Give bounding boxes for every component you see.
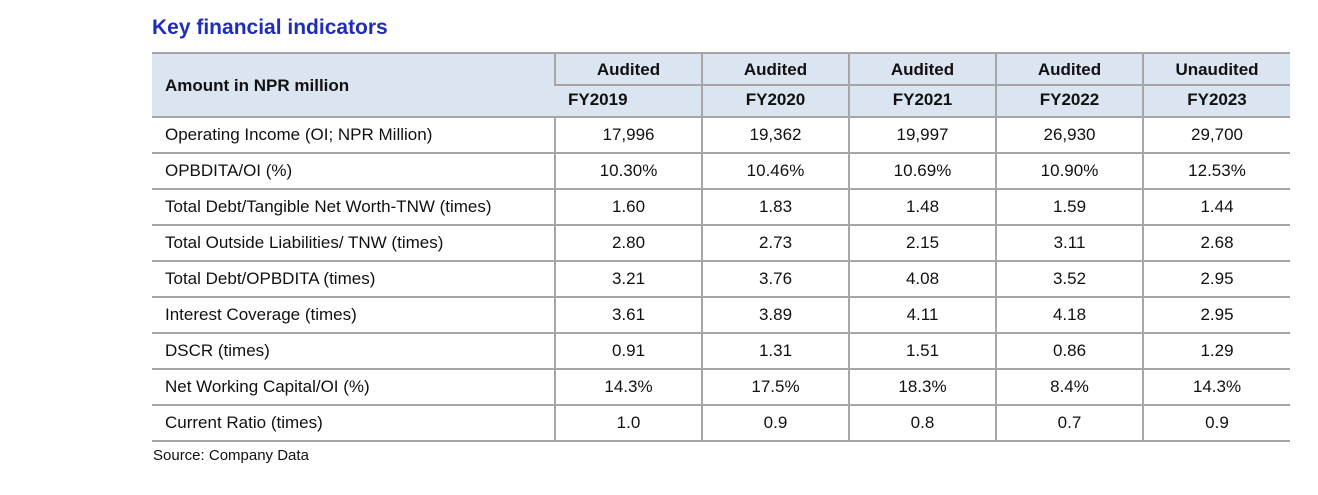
- value-cell: 10.69%: [848, 152, 996, 191]
- audit-status-header-fy2022: Audited: [995, 51, 1143, 87]
- value-cell: 10.90%: [995, 152, 1143, 191]
- row-label: OPBDITA/OI (%): [152, 152, 555, 191]
- table-row-nwc-oi: Net Working Capital/OI (%) 14.3% 17.5% 1…: [152, 368, 1290, 407]
- value-cell: 1.29: [1142, 332, 1290, 371]
- year-header-fy2019: FY2019: [555, 84, 702, 119]
- value-cell: 0.86: [995, 332, 1143, 371]
- value-cell: 17.5%: [701, 368, 849, 407]
- report-page: Key financial indicators Amount in NPR m…: [152, 16, 1290, 465]
- table-row-operating-income: Operating Income (OI; NPR Million) 17,99…: [152, 116, 1290, 155]
- value-cell: 3.11: [995, 224, 1143, 263]
- key-financial-indicators-table: Amount in NPR million Audited Audited Au…: [152, 51, 1290, 443]
- row-label: Total Debt/Tangible Net Worth-TNW (times…: [152, 188, 555, 227]
- row-label: Total Outside Liabilities/ TNW (times): [152, 224, 555, 263]
- value-cell: 3.61: [554, 296, 702, 335]
- value-cell: 2.68: [1142, 224, 1290, 263]
- value-cell: 3.76: [701, 260, 849, 299]
- audit-status-header-fy2021: Audited: [848, 51, 996, 87]
- value-cell: 19,362: [701, 116, 849, 155]
- value-cell: 0.9: [1142, 404, 1290, 443]
- value-cell: 4.18: [995, 296, 1143, 335]
- value-cell: 0.91: [554, 332, 702, 371]
- value-cell: 2.95: [1142, 260, 1290, 299]
- value-cell: 0.8: [848, 404, 996, 443]
- table-row-audit-status: Amount in NPR million Audited Audited Au…: [152, 51, 1290, 119]
- value-cell: 14.3%: [554, 368, 702, 407]
- table-row-tol-tnw: Total Outside Liabilities/ TNW (times) 2…: [152, 224, 1290, 263]
- table-row-interest-coverage: Interest Coverage (times) 3.61 3.89 4.11…: [152, 296, 1290, 335]
- value-cell: 10.46%: [701, 152, 849, 191]
- value-cell: 12.53%: [1142, 152, 1290, 191]
- value-cell: 10.30%: [554, 152, 702, 191]
- value-cell: 3.89: [701, 296, 849, 335]
- table-row-debt-opbdita: Total Debt/OPBDITA (times) 3.21 3.76 4.0…: [152, 260, 1290, 299]
- value-cell: 2.15: [848, 224, 996, 263]
- value-cell: 29,700: [1142, 116, 1290, 155]
- value-cell: 3.21: [554, 260, 702, 299]
- value-cell: 2.80: [554, 224, 702, 263]
- value-cell: 2.73: [701, 224, 849, 263]
- value-cell: 1.60: [554, 188, 702, 227]
- page-title: Key financial indicators: [152, 16, 388, 39]
- row-label: Interest Coverage (times): [152, 296, 555, 335]
- value-cell: 4.08: [848, 260, 996, 299]
- value-cell: 26,930: [995, 116, 1143, 155]
- value-cell: 0.7: [995, 404, 1143, 443]
- value-cell: 1.59: [995, 188, 1143, 227]
- year-header-fy2020: FY2020: [701, 84, 849, 119]
- table-row-dscr: DSCR (times) 0.91 1.31 1.51 0.86 1.29: [152, 332, 1290, 371]
- audit-status-header-fy2020: Audited: [701, 51, 849, 87]
- row-label: Operating Income (OI; NPR Million): [152, 116, 555, 155]
- year-header-fy2021: FY2021: [848, 84, 996, 119]
- value-cell: 3.52: [995, 260, 1143, 299]
- table-row-current-ratio: Current Ratio (times) 1.0 0.9 0.8 0.7 0.…: [152, 404, 1290, 443]
- value-cell: 1.83: [701, 188, 849, 227]
- value-cell: 0.9: [701, 404, 849, 443]
- value-cell: 18.3%: [848, 368, 996, 407]
- value-cell: 8.4%: [995, 368, 1143, 407]
- value-cell: 17,996: [554, 116, 702, 155]
- year-header-fy2022: FY2022: [995, 84, 1143, 119]
- table-corner-header: Amount in NPR million: [152, 51, 555, 119]
- value-cell: 2.95: [1142, 296, 1290, 335]
- row-label: DSCR (times): [152, 332, 555, 371]
- table-row-debt-tnw: Total Debt/Tangible Net Worth-TNW (times…: [152, 188, 1290, 227]
- year-header-fy2023: FY2023: [1142, 84, 1290, 119]
- value-cell: 1.48: [848, 188, 996, 227]
- value-cell: 19,997: [848, 116, 996, 155]
- row-label: Net Working Capital/OI (%): [152, 368, 555, 407]
- source-note: Source: Company Data: [153, 447, 309, 465]
- value-cell: 1.44: [1142, 188, 1290, 227]
- value-cell: 1.51: [848, 332, 996, 371]
- row-label: Current Ratio (times): [152, 404, 555, 443]
- value-cell: 1.31: [701, 332, 849, 371]
- row-label: Total Debt/OPBDITA (times): [152, 260, 555, 299]
- value-cell: 14.3%: [1142, 368, 1290, 407]
- table-row-opbdita-oi: OPBDITA/OI (%) 10.30% 10.46% 10.69% 10.9…: [152, 152, 1290, 191]
- value-cell: 1.0: [554, 404, 702, 443]
- value-cell: 4.11: [848, 296, 996, 335]
- table-row-fiscal-years: FY2019 FY2020 FY2021 FY2022 FY2023: [152, 84, 1290, 119]
- audit-status-header-fy2019: Audited: [554, 51, 702, 87]
- audit-status-header-fy2023: Unaudited: [1142, 51, 1290, 87]
